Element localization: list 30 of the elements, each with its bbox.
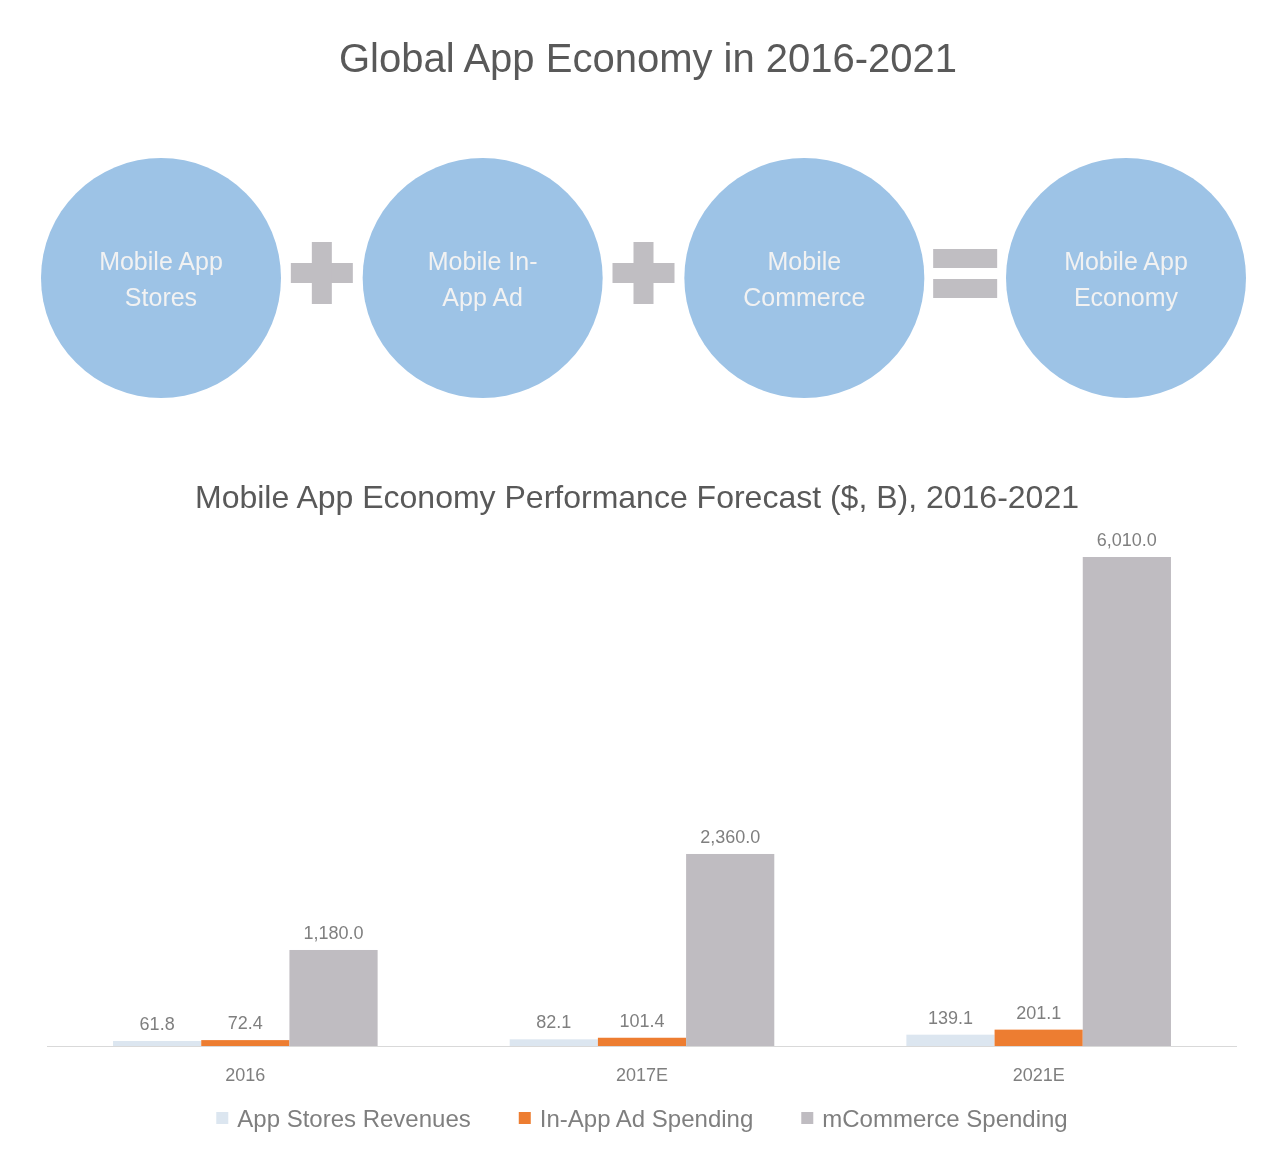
data-label: 201.1 [1016,1002,1062,1023]
bar [289,949,378,1046]
data-label: 101.4 [619,1010,665,1031]
text: Mobile In-App Ad [427,247,538,311]
bar [686,853,775,1046]
bar [994,1029,1083,1046]
data-label: 2,360.0 [700,826,761,847]
bar [1082,557,1171,1046]
text: Global App Economy in 2016-2021 [338,36,958,80]
bar [113,1040,202,1046]
data-label: 6,010.0 [1096,530,1157,550]
data-label: 82.1 [536,1012,572,1033]
x-tick-label: 2016 [225,1064,266,1085]
bar [509,1039,598,1046]
legend-label: App Stores Revenues [237,1104,471,1132]
x-tick-label: 2017E [615,1064,669,1085]
data-label: 61.8 [139,1013,175,1034]
bar [201,1040,290,1046]
data-label: 1,180.0 [303,922,364,943]
x-tick-label: 2021E [1012,1064,1065,1085]
text: Mobile App Stores [99,247,223,311]
bar [597,1037,687,1046]
chart-title: Mobile App Economy Performance Forecast ($, B), 2016-2021 [195,479,1079,515]
data-label: 72.4 [227,1013,263,1034]
text: Mobile App Economy [1064,247,1188,311]
text: Mobile Commerce [743,247,866,311]
legend-label: In-App Ad Spending [539,1104,754,1132]
bar [906,1034,995,1046]
legend-label: mCommerce Spending [822,1104,1068,1132]
data-label: 139.1 [927,1007,973,1028]
